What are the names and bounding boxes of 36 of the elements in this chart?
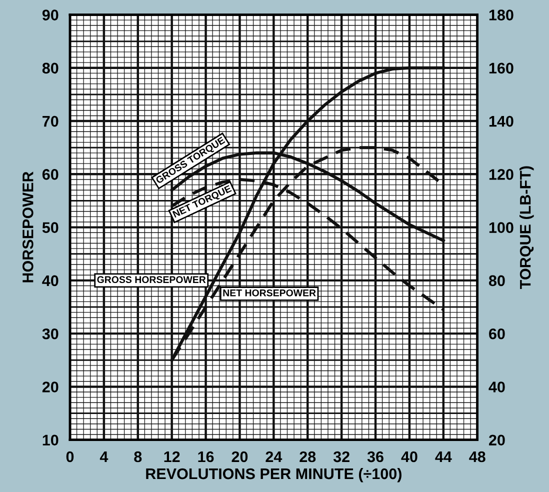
x-axis-title: REVOLUTIONS PER MINUTE (÷100) bbox=[146, 468, 402, 482]
x-tick-label: 32 bbox=[333, 451, 350, 462]
y2-tick-label: 60 bbox=[489, 328, 505, 340]
y-tick-label: 20 bbox=[42, 382, 58, 392]
x-tick-label: 4 bbox=[100, 452, 108, 462]
x-tick-label: 44 bbox=[435, 452, 452, 462]
y-axis-title: HORSEPOWER bbox=[22, 172, 34, 282]
y2-tick-label: 140 bbox=[489, 116, 514, 127]
y-tick-label: 60 bbox=[42, 169, 58, 180]
x-tick-label: 12 bbox=[164, 451, 180, 462]
y-tick-label: 30 bbox=[42, 328, 58, 340]
x-tick-label: 28 bbox=[300, 451, 316, 462]
series-label: NET HORSEPOWER bbox=[223, 289, 316, 296]
y2-tick-label: 100 bbox=[489, 222, 514, 233]
y2-tick-label: 120 bbox=[489, 169, 514, 180]
x-tick-label: 24 bbox=[266, 451, 282, 462]
y2-tick-label: 180 bbox=[489, 10, 514, 20]
x-tick-label: 8 bbox=[134, 451, 142, 462]
y2-tick-label: 20 bbox=[488, 434, 505, 446]
y-tick-label: 10 bbox=[42, 434, 58, 446]
x-tick-label: 0 bbox=[66, 451, 74, 462]
y2-tick-label: 160 bbox=[489, 62, 514, 74]
y2-tick-label: 40 bbox=[488, 382, 505, 392]
y2-axis-title: TORQUE (LB-FT) bbox=[520, 166, 534, 289]
series-label: GROSS HORSEPOWER bbox=[97, 276, 206, 284]
x-tick-label: 20 bbox=[232, 451, 248, 462]
x-tick-label: 16 bbox=[198, 451, 214, 462]
x-tick-label: 36 bbox=[367, 451, 384, 462]
x-tick-label: 40 bbox=[401, 451, 418, 462]
y2-tick-label: 80 bbox=[488, 275, 505, 286]
y-tick-label: 90 bbox=[42, 10, 58, 20]
x-tick-label: 48 bbox=[469, 451, 486, 462]
y-tick-label: 40 bbox=[42, 275, 58, 286]
y-tick-label: 50 bbox=[42, 222, 58, 233]
y-tick-label: 70 bbox=[42, 116, 58, 127]
y-tick-label: 80 bbox=[42, 62, 58, 74]
